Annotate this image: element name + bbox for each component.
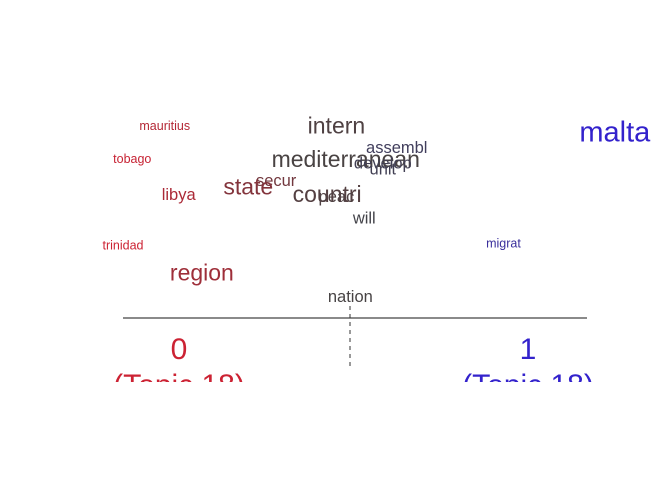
axis-end-labels: 0(Topic 18)1(Topic 18) — [113, 333, 594, 402]
word-label: unit — [370, 160, 397, 178]
word-label: will — [352, 209, 376, 227]
word-label: libya — [162, 186, 197, 204]
word-label: intern — [308, 113, 366, 139]
word-label: assembl — [366, 139, 427, 157]
word-label: state — [223, 173, 273, 199]
axis-end-topic-label: (Topic 18) — [462, 369, 594, 402]
word-label: malta — [579, 117, 651, 149]
axis-layer: 0(Topic 18)1(Topic 18) — [113, 306, 594, 402]
word-label: mediterranean — [272, 146, 420, 172]
word-label: peac — [319, 188, 355, 206]
axis-end-value: 0 — [171, 333, 188, 366]
word-label: secur — [256, 172, 297, 190]
word-label: region — [170, 260, 234, 286]
word-label: trinidad — [103, 238, 144, 252]
word-label: develop — [354, 154, 412, 172]
word-label: mauritius — [139, 119, 190, 133]
word-label: migrat — [486, 236, 521, 250]
axis-end-value: 1 — [520, 333, 537, 366]
word-label: countri — [293, 181, 362, 207]
word-label: nation — [328, 288, 373, 306]
axis-end-topic-label: (Topic 18) — [113, 369, 245, 402]
word-label: tobago — [113, 152, 151, 166]
words-layer: mauritius intern malta assembl tobago mediter… — [103, 113, 652, 306]
